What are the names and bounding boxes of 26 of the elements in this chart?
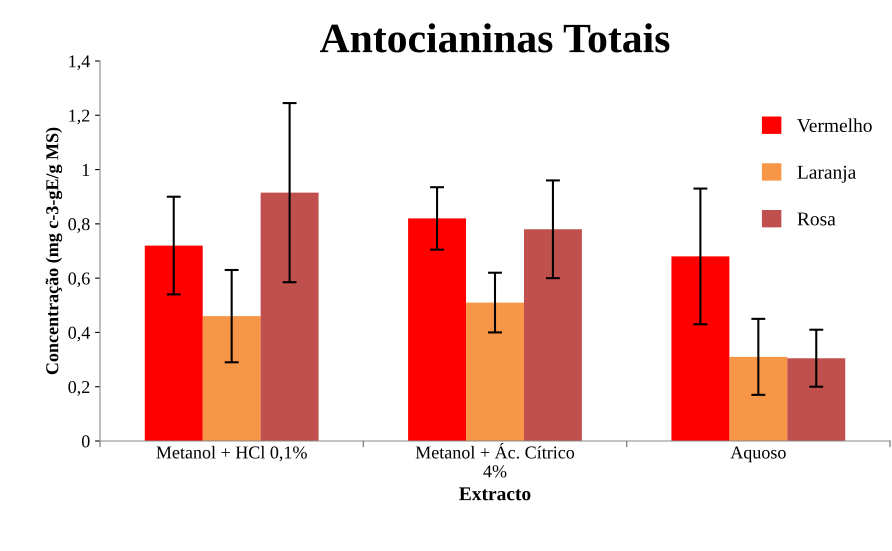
y-axis-title: Concentração (mg c-3-gE/g MS): [46, 128, 62, 374]
x-tick-label: Metanol + HCl 0,1%: [156, 446, 307, 462]
y-tick-label: 1: [82, 164, 90, 176]
bar: [466, 302, 524, 441]
y-tick-label: 0,8: [68, 218, 90, 233]
bar: [671, 256, 730, 441]
legend-label: Rosa: [797, 212, 836, 226]
bar: [144, 246, 203, 441]
y-tick-label: 0: [82, 435, 90, 448]
legend-label: Laranja: [797, 166, 856, 183]
x-tick-label: Metanol + Ác. Cítrico 4%: [416, 442, 574, 478]
bar: [202, 316, 261, 441]
chart-title: Antocianinas Totais: [320, 23, 670, 53]
y-tick-label: 0,4: [68, 326, 90, 342]
bar: [524, 229, 582, 441]
y-tick-label: 1,4: [69, 55, 90, 70]
bar: [787, 358, 846, 441]
bar: [408, 218, 466, 441]
y-tick-label: 1,2: [69, 110, 90, 124]
x-tick-label: Aquoso: [730, 446, 786, 462]
bar: [729, 356, 788, 441]
y-tick-label: 0,2: [68, 380, 90, 396]
x-axis-title: Extracto: [459, 487, 530, 500]
legend-label: Vermelho: [797, 118, 872, 132]
y-tick-label: 0,6: [68, 272, 90, 288]
bar: [260, 192, 319, 441]
